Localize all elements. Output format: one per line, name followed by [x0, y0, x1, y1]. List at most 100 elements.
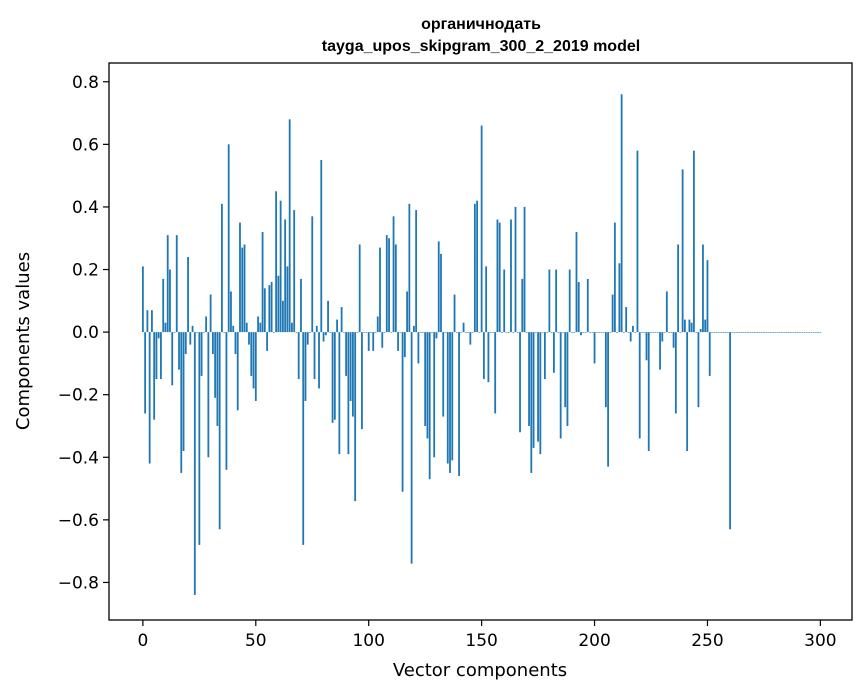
bar — [153, 332, 156, 420]
bar — [180, 332, 183, 473]
bar — [162, 278, 165, 333]
x-tick-label: 200 — [578, 631, 610, 651]
bar — [817, 332, 820, 333]
bar — [146, 310, 149, 333]
bar — [738, 332, 740, 333]
x-tick-label: 300 — [804, 631, 836, 651]
bar — [629, 332, 632, 342]
bar — [584, 332, 587, 333]
bar — [650, 332, 652, 333]
bar — [342, 332, 345, 333]
bar — [562, 332, 564, 333]
bar — [767, 332, 770, 333]
bar — [546, 332, 549, 333]
bar — [363, 332, 366, 333]
bar — [772, 332, 774, 333]
bar — [175, 235, 178, 333]
bar — [595, 332, 598, 333]
bar — [729, 332, 731, 530]
bar — [720, 332, 722, 333]
y-axis-label: Components values — [13, 252, 34, 430]
bar — [263, 288, 266, 333]
bar — [688, 319, 691, 333]
bar — [690, 322, 693, 333]
bar — [566, 332, 569, 426]
bar — [620, 94, 623, 333]
bar — [415, 210, 418, 333]
bar — [726, 332, 729, 333]
bar — [202, 332, 205, 333]
bar — [422, 332, 424, 333]
bar — [790, 332, 792, 333]
bar — [164, 322, 167, 333]
bar — [611, 294, 614, 333]
bar — [706, 260, 709, 333]
bar — [711, 332, 713, 333]
bar — [636, 150, 639, 333]
bar — [744, 332, 747, 333]
bar — [306, 332, 309, 345]
bar — [173, 332, 176, 333]
y-axis-ticks: −0.8 −0.6 −0.4 −0.2 0.0 0.2 0.4 0.6 0.8 — [58, 73, 109, 593]
bar — [288, 119, 291, 333]
bar — [645, 332, 648, 361]
bar — [598, 332, 600, 333]
bar — [753, 332, 756, 333]
x-tick-label: 0 — [137, 631, 148, 651]
y-tick-label: 0.0 — [72, 323, 99, 343]
bar — [550, 332, 553, 333]
bar — [169, 269, 171, 333]
bar — [207, 332, 210, 458]
bar — [693, 150, 695, 333]
bar — [575, 231, 578, 333]
plot-frame — [108, 62, 853, 621]
bar — [157, 332, 160, 339]
bar — [243, 244, 246, 333]
bar — [781, 332, 783, 333]
bar — [338, 332, 341, 455]
bar — [209, 294, 212, 333]
y-tick-label: 0.8 — [72, 73, 99, 93]
bar — [724, 332, 727, 333]
bar — [453, 294, 456, 333]
bar — [792, 332, 795, 333]
bar — [200, 332, 203, 376]
bar — [424, 332, 427, 426]
bar — [191, 325, 194, 333]
bar — [530, 332, 533, 473]
bar — [412, 325, 415, 333]
bar — [383, 332, 386, 333]
bar — [304, 332, 307, 401]
bar — [198, 332, 201, 545]
bar — [347, 332, 350, 455]
bar — [385, 235, 388, 333]
bar — [245, 322, 248, 333]
bar — [516, 332, 519, 333]
bar — [410, 332, 413, 564]
bar — [431, 332, 433, 333]
bar — [613, 222, 616, 333]
bar — [444, 332, 447, 333]
bar — [494, 332, 497, 414]
bar — [381, 332, 384, 348]
bar — [555, 269, 558, 333]
bar — [643, 332, 646, 333]
bar — [623, 332, 625, 333]
bar — [735, 332, 738, 333]
y-tick-label: 0.4 — [72, 198, 99, 218]
bar — [291, 322, 293, 333]
bar — [803, 332, 806, 333]
bar — [340, 307, 343, 333]
bar — [785, 332, 788, 333]
bar — [266, 332, 268, 351]
bar — [679, 332, 682, 333]
bar — [749, 332, 752, 333]
bar — [492, 332, 494, 333]
bar — [539, 332, 542, 455]
bar — [672, 332, 675, 348]
bar — [731, 332, 734, 333]
bar — [765, 332, 768, 333]
bar — [171, 332, 174, 386]
x-tick-label: 250 — [691, 631, 723, 651]
